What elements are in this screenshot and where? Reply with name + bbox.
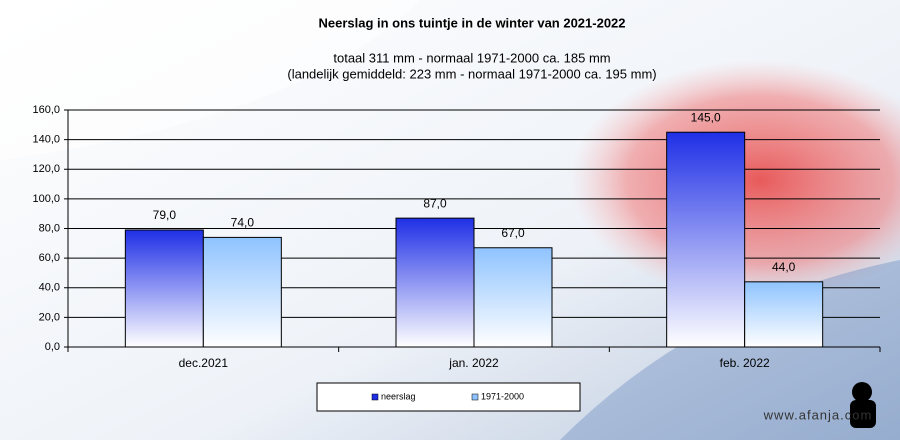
y-tick-label: 60,0 [39,252,60,264]
y-tick-label: 140,0 [32,134,60,146]
chart-subtitle: totaal 311 mm - normaal 1971-2000 ca. 18… [333,50,610,65]
y-tick-label: 0,0 [45,341,60,353]
bar [666,131,746,348]
legend-label: neerslag [381,391,416,401]
value-label: 79,0 [153,208,177,222]
value-label: 145,0 [691,110,721,124]
y-tick-label: 80,0 [39,222,60,234]
watermark: www.afanja.com [763,407,873,422]
x-tick-label: feb. 2022 [720,356,770,370]
background-decoration [0,0,420,160]
legend-label: 1971-2000 [481,391,524,401]
y-tick-label: 20,0 [39,311,60,323]
y-tick-label: 100,0 [32,193,60,205]
chart-title: Neerslag in ons tuintje in de winter van… [318,15,625,30]
legend-swatch [471,393,479,401]
y-tick-label: 40,0 [39,282,60,294]
bar [202,236,282,348]
legend-box [316,382,581,412]
bar [395,217,475,348]
bar [473,247,553,348]
logo [850,382,876,428]
value-label: 67,0 [501,226,525,240]
legend-swatch [371,393,379,401]
bar [124,229,204,348]
value-label: 44,0 [772,260,796,274]
x-tick-label: dec.2021 [179,356,229,370]
value-label: 74,0 [231,216,255,230]
x-tick-label: jan. 2022 [448,356,499,370]
y-tick-label: 120,0 [32,163,60,175]
chart-subtitle: (landelijk gemiddeld: 223 mm - normaal 1… [287,66,656,81]
value-label: 87,0 [423,196,447,210]
bar [744,281,824,348]
y-tick-label: 160,0 [32,104,60,116]
